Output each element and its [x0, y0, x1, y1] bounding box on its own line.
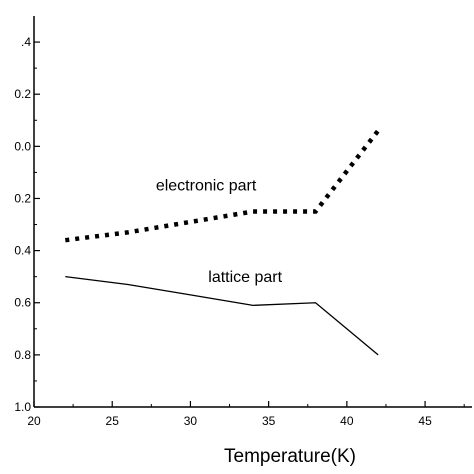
- plot-axes: 20 25 30 35 40 45 .4 0.2 0.0 0.2 0.4 0.6 0.8 1.0: [14, 16, 472, 428]
- x-tick-label: 30: [184, 414, 198, 428]
- x-axis-label: Temperature(K): [224, 446, 356, 467]
- y-tick-label: 0.2: [14, 191, 31, 205]
- chart-series: [65, 129, 380, 356]
- y-tick-label: 0.6: [14, 296, 31, 310]
- y-tick-label: 0.8: [14, 348, 31, 362]
- x-tick-label: 40: [340, 414, 354, 428]
- series-annotation-2: lattice part: [208, 269, 282, 286]
- series-line-1: [65, 129, 380, 243]
- y-tick-label: 0.4: [14, 244, 31, 258]
- x-tick-label: 45: [418, 414, 432, 428]
- x-tick-label: 35: [262, 414, 276, 428]
- chart-annotations: electronic part lattice part: [156, 178, 283, 286]
- series-line-2: [65, 276, 379, 356]
- series-annotation-1: electronic part: [156, 178, 257, 195]
- x-tick-label: 20: [27, 414, 41, 428]
- x-tick-label: 25: [106, 414, 120, 428]
- y-tick-label: 0.0: [14, 139, 31, 153]
- y-tick-label: 0.2: [14, 87, 31, 101]
- y-tick-label: 1.0: [14, 400, 31, 414]
- y-tick-label: .4: [21, 35, 31, 49]
